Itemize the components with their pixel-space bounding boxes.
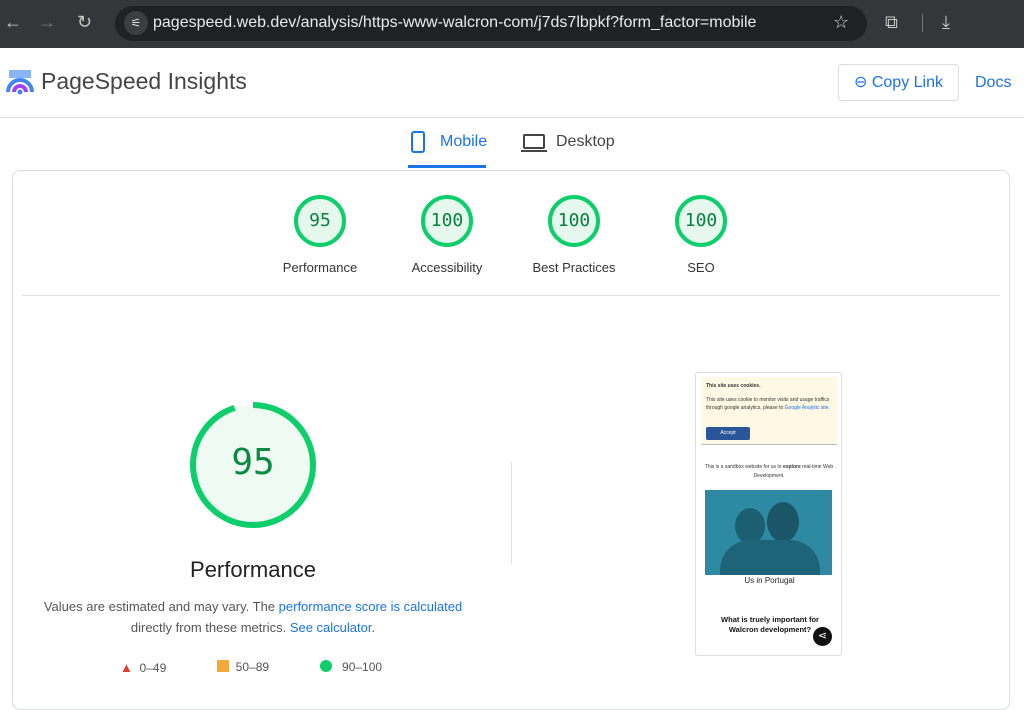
score-value: 95	[294, 195, 346, 247]
gauge-background	[193, 405, 313, 525]
main-score-gauge	[190, 402, 316, 528]
back-icon[interactable]: ←	[4, 12, 22, 32]
score-value: 100	[548, 195, 600, 247]
legend-label: 0–49	[139, 661, 167, 675]
main-score-value: 95	[231, 442, 275, 483]
copy-link-button[interactable]: ⊖ Copy Link	[838, 64, 959, 101]
gauge-arc	[190, 402, 316, 528]
cookie-title: This site uses cookies.	[706, 383, 761, 389]
active-tab-indicator	[408, 165, 486, 168]
star-icon[interactable]: ☆	[833, 12, 850, 32]
app-title: PageSpeed Insights	[41, 68, 247, 94]
score-value: 100	[675, 195, 727, 247]
triangle-icon: ▲	[120, 660, 133, 675]
browser-toolbar: ← → ↻ ⚟ pagespeed.web.dev/analysis/https…	[0, 0, 1024, 48]
photo-figure	[767, 502, 799, 542]
circle-icon	[320, 660, 332, 672]
download-icon[interactable]: ⤓	[942, 12, 950, 32]
page-screenshot: This site uses cookies. This site uses c…	[695, 372, 842, 656]
divider	[922, 14, 923, 32]
link-icon: ⊖	[853, 74, 872, 91]
site-settings-icon[interactable]: ⚟	[124, 11, 148, 35]
cookie-link: Google Analytic site.	[784, 405, 830, 411]
reload-icon[interactable]: ↻	[77, 12, 93, 32]
score-label: Accessibility	[411, 260, 483, 275]
intro: This is a sandbox website for us to	[704, 464, 783, 470]
desktop-icon	[523, 134, 545, 149]
cookie-text: This site uses cookie to monitor visits …	[706, 396, 832, 412]
score-value: 100	[421, 195, 473, 247]
address-bar[interactable]: ⚟ pagespeed.web.dev/analysis/https-www-w…	[115, 6, 867, 41]
photo-figure	[735, 508, 765, 544]
share-icon: ⋖	[813, 627, 832, 646]
legend-average: 50–89	[217, 660, 269, 674]
pagespeed-logo-icon	[6, 70, 34, 95]
intro-text: This is a sandbox website for us to expl…	[704, 463, 834, 481]
forward-icon[interactable]: →	[38, 12, 56, 32]
divider	[22, 295, 1000, 296]
desc-text: directly from these metrics.	[130, 620, 290, 635]
score-gauge-accessibility[interactable]: 100	[421, 195, 473, 247]
score-label: Performance	[282, 260, 358, 275]
photo-figure	[720, 540, 820, 575]
docs-link[interactable]: Docs	[975, 74, 1012, 91]
tab-desktop[interactable]: Desktop	[521, 128, 622, 168]
tab-label: Mobile	[440, 133, 488, 150]
legend-pass: 90–100	[320, 660, 382, 674]
cookie-banner: This site uses cookies. This site uses c…	[701, 377, 837, 445]
score-gauge-performance[interactable]: 95	[294, 195, 346, 247]
desc-text: .	[371, 620, 376, 635]
see-calculator-link[interactable]: See calculator	[289, 620, 372, 635]
desktop-icon-base	[521, 150, 547, 152]
screenshot-heading: What is truely important for Walcron dev…	[721, 615, 819, 634]
photo-caption: Us in Portugal	[744, 576, 795, 585]
score-gauge-best-practices[interactable]: 100	[548, 195, 600, 247]
accept-button: Accept	[706, 427, 750, 440]
score-label: SEO	[687, 260, 715, 275]
cookie-body: This site uses cookie to monitor visits …	[706, 397, 830, 411]
score-label: Best Practices	[532, 260, 616, 275]
divider	[511, 462, 512, 564]
phone-icon	[411, 131, 425, 153]
tab-mobile[interactable]: Mobile	[408, 128, 488, 168]
performance-score-link[interactable]: performance score is calculated	[278, 599, 463, 614]
main-score-label: Performance	[190, 557, 316, 582]
site-header: PageSpeed Insights ⊖ Copy Link Docs	[0, 48, 1024, 118]
legend-fail: ▲ 0–49	[120, 660, 166, 675]
legend-label: 90–100	[342, 660, 383, 674]
photo	[705, 490, 832, 575]
score-gauge-seo[interactable]: 100	[675, 195, 727, 247]
tab-label: Desktop	[556, 133, 615, 150]
intro-bold: explore	[782, 464, 801, 470]
score-description: Values are estimated and may vary. The p…	[18, 596, 488, 638]
square-icon	[217, 660, 229, 672]
desc-text: Values are estimated and may vary. The	[43, 599, 279, 614]
legend-label: 50–89	[235, 660, 270, 674]
url-text[interactable]: pagespeed.web.dev/analysis/https-www-wal…	[153, 14, 757, 31]
intro: real-time Web Development.	[753, 464, 834, 479]
extensions-icon[interactable]: ⧉	[885, 12, 898, 32]
copy-link-label: Copy Link	[871, 74, 943, 91]
